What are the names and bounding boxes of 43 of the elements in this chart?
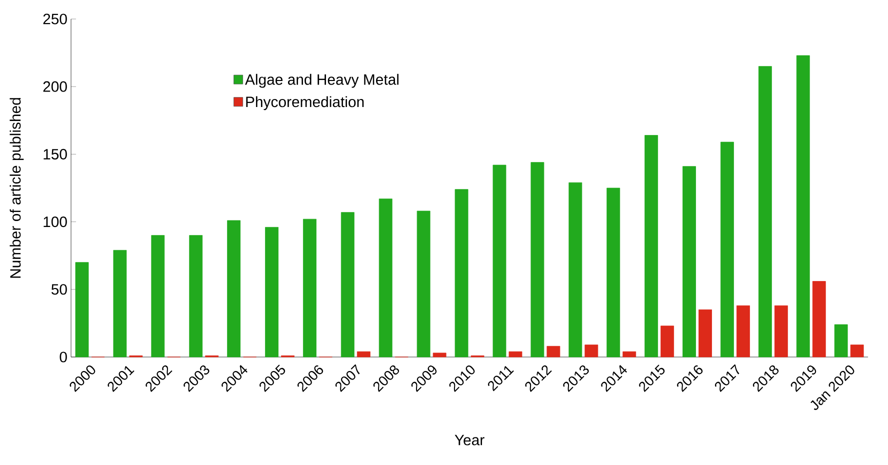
bar xyxy=(492,164,506,358)
y-tick-label: 0 xyxy=(60,352,67,362)
bar xyxy=(758,66,772,358)
bar xyxy=(720,142,734,358)
bar xyxy=(340,212,354,358)
y-axis-title: Number of article published xyxy=(10,98,24,278)
legend-label: Phycoremediation xyxy=(246,96,364,110)
bar xyxy=(416,210,430,358)
bar xyxy=(850,344,864,358)
y-tick-label: 150 xyxy=(44,148,67,160)
bar xyxy=(189,235,203,358)
y-tick-label: 250 xyxy=(43,14,67,24)
bar xyxy=(265,227,278,358)
bar xyxy=(568,182,582,358)
bar xyxy=(584,344,598,358)
bar xyxy=(796,55,810,358)
bar xyxy=(644,135,658,358)
bar xyxy=(378,198,392,358)
y-tick-label: 200 xyxy=(43,81,67,92)
bar xyxy=(454,189,468,358)
bar xyxy=(606,188,620,358)
x-axis-title: Year xyxy=(454,434,484,446)
bar xyxy=(113,250,127,358)
bar xyxy=(432,352,446,358)
y-tick-label: 100 xyxy=(44,216,67,228)
bar xyxy=(698,309,712,358)
bar xyxy=(660,326,674,358)
bar xyxy=(834,324,848,358)
bar xyxy=(508,351,522,358)
bar xyxy=(227,220,241,358)
y-tick-label: 50 xyxy=(51,284,67,295)
bar xyxy=(356,351,370,358)
bar xyxy=(774,305,788,358)
bar xyxy=(622,351,636,358)
bar xyxy=(530,162,544,358)
bar xyxy=(682,166,696,358)
bar xyxy=(303,218,316,358)
bar xyxy=(546,346,560,358)
bar xyxy=(736,305,750,358)
bar xyxy=(812,281,826,358)
legend-label: Algae and Heavy Metal xyxy=(245,74,398,88)
bar xyxy=(75,262,89,358)
bar xyxy=(151,235,165,358)
